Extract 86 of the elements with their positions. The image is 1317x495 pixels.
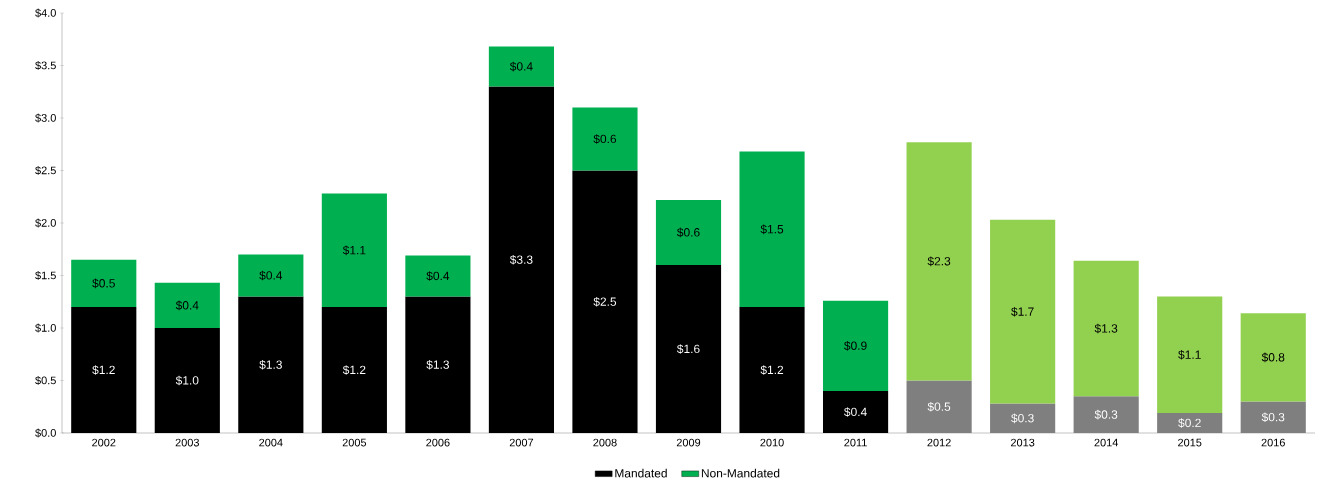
bar (238, 296, 304, 433)
x-tick-label: 2008 (593, 438, 617, 447)
bar (1157, 296, 1223, 414)
x-tick-label: 2014 (1094, 438, 1119, 447)
bar (1073, 260, 1139, 397)
bar (71, 259, 137, 307)
bar (154, 328, 220, 433)
x-tick-label: 2007 (509, 438, 534, 447)
y-tick-label: $3.5 (35, 61, 56, 70)
x-tick-label: 2015 (1178, 438, 1202, 447)
x-tick-label: 2009 (676, 438, 701, 447)
data-label: $0.2 (1178, 418, 1201, 428)
bar (71, 307, 137, 433)
x-tick-label: 2004 (259, 438, 283, 447)
x-tick-label: 2012 (927, 438, 951, 447)
data-label: $1.2 (760, 365, 784, 375)
data-label: $1.0 (175, 375, 199, 386)
bar (1240, 401, 1306, 433)
data-label: $1.1 (1178, 349, 1201, 360)
bar (906, 380, 972, 433)
data-label: $0.4 (509, 61, 533, 72)
y-tick-label: $2.0 (35, 218, 56, 228)
bar (488, 46, 555, 87)
x-tick-label: 2013 (1010, 438, 1035, 447)
bar (1073, 396, 1139, 433)
data-label: $0.6 (593, 134, 617, 144)
bar (739, 151, 805, 307)
data-label: $0.9 (844, 341, 867, 351)
data-label: $0.4 (844, 407, 867, 417)
legend-label: Mandated (615, 468, 667, 478)
data-label: $0.3 (1261, 412, 1285, 423)
data-label: $0.4 (259, 270, 283, 281)
y-tick-label: $0.0 (35, 428, 56, 438)
bar (238, 254, 304, 297)
bar (906, 142, 972, 381)
y-tick-label: $0.5 (35, 376, 56, 385)
bar (154, 282, 220, 328)
data-label: $3.3 (509, 254, 533, 265)
x-tick-label: 2005 (342, 438, 367, 447)
bar (405, 255, 471, 297)
y-tick-label: $4.0 (35, 8, 56, 18)
data-label: $0.5 (927, 401, 951, 412)
bar (655, 199, 722, 265)
bar (572, 170, 638, 433)
bar (405, 296, 471, 433)
data-label: $1.6 (676, 344, 700, 354)
data-label: $2.3 (927, 256, 951, 267)
bar (1157, 413, 1223, 433)
bar (655, 265, 722, 433)
y-tick-label: $1.5 (35, 271, 56, 280)
data-label: $0.4 (426, 271, 450, 281)
data-label: $1.2 (92, 365, 115, 375)
bar (572, 107, 638, 171)
data-label: $1.5 (760, 224, 784, 235)
data-label: $1.1 (342, 245, 366, 256)
bar (321, 307, 387, 433)
x-tick-label: 2011 (844, 438, 867, 447)
data-label: $0.5 (92, 278, 115, 289)
data-label: $1.3 (1094, 323, 1118, 334)
data-label: $2.5 (593, 296, 617, 307)
y-tick-label: $3.0 (35, 113, 56, 123)
bar (321, 193, 387, 307)
data-label: $1.2 (342, 365, 366, 375)
bar (822, 300, 889, 391)
data-label: $0.3 (1011, 413, 1034, 424)
legend-label: Non-Mandated (701, 468, 780, 478)
bar (990, 403, 1056, 433)
bar (990, 219, 1056, 404)
data-label: $0.6 (676, 227, 700, 238)
data-label: $0.8 (1261, 352, 1285, 363)
bar (822, 391, 889, 433)
data-label: $1.3 (259, 359, 282, 370)
bar (488, 86, 555, 433)
data-label: $0.3 (1094, 409, 1118, 420)
x-tick-label: 2010 (760, 438, 784, 447)
data-label: $1.3 (426, 359, 450, 370)
bar (739, 307, 805, 433)
bar (1240, 313, 1306, 402)
y-tick-label: $2.5 (35, 166, 56, 175)
x-tick-label: 2002 (92, 438, 116, 447)
x-tick-label: 2016 (1261, 438, 1285, 447)
x-tick-label: 2003 (175, 438, 199, 447)
data-label: $1.7 (1011, 306, 1034, 317)
y-tick-label: $1.0 (35, 323, 56, 333)
data-label: $0.4 (175, 300, 199, 311)
x-tick-label: 2006 (426, 438, 450, 447)
